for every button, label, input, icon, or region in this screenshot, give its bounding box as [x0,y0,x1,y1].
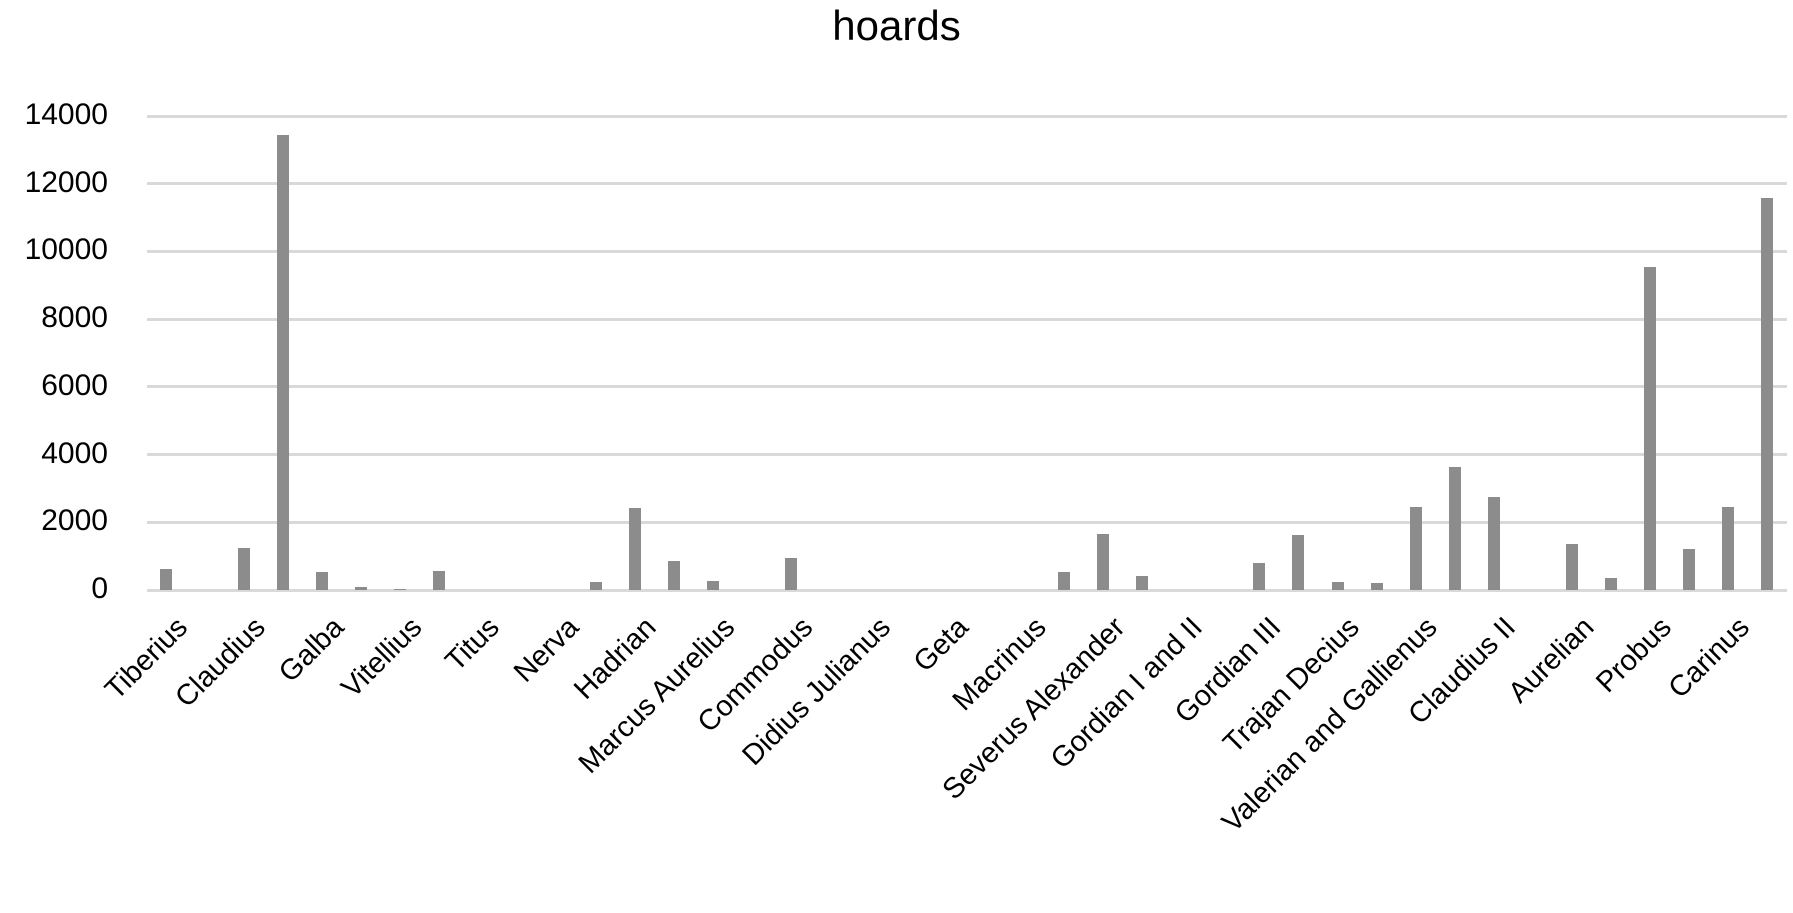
y-tick-label: 14000 [24,98,108,131]
bar [1136,576,1149,590]
bar [1722,506,1735,590]
bar [589,581,602,590]
bar [277,134,290,590]
y-tick-label: 4000 [41,436,108,470]
bar [1097,534,1110,590]
gridline [147,588,1787,592]
bar [1565,543,1578,590]
x-tick-label: Probus [1590,611,1678,699]
x-tick-label: Trajan Decius [1216,611,1366,760]
gridline [147,453,1787,457]
bar [628,508,641,590]
bar [1370,583,1383,590]
bar [394,588,407,590]
bar [784,558,797,590]
chart-title: hoards [832,2,961,49]
bar [1253,562,1266,590]
y-tick-label: 2000 [41,504,108,538]
bar [160,569,173,590]
bar [1487,497,1500,590]
gridline [147,385,1787,389]
bar [667,560,680,590]
bar [433,571,446,590]
bar [1409,507,1422,590]
y-tick-label: 6000 [41,368,108,402]
y-tick-label: 0 [91,572,108,605]
gridline [147,520,1787,524]
bar [316,572,329,590]
gridline [147,317,1787,321]
x-tick-label: Carinus [1662,611,1756,705]
y-tick-label: 12000 [24,165,108,199]
bar [1604,578,1617,590]
bar [1761,198,1774,590]
bar [1292,535,1305,590]
gridline [147,249,1787,253]
gridline [147,182,1787,186]
x-tick-label: Vitellius [335,611,429,705]
y-tick-label: 8000 [41,301,108,335]
bar [1643,267,1656,590]
x-tick-label: Titus [439,611,507,678]
bar [706,580,719,590]
x-tick-label: Aurelian [1502,611,1601,710]
bar [1058,572,1071,590]
bar [1331,581,1344,590]
bar [355,586,368,590]
bar [238,548,251,590]
y-tick-label: 10000 [24,233,108,267]
x-tick-label: Geta [907,611,975,679]
gridline [147,114,1787,118]
bar [1448,467,1461,590]
bar [1682,548,1695,590]
x-tick-label: Galba [273,611,351,689]
